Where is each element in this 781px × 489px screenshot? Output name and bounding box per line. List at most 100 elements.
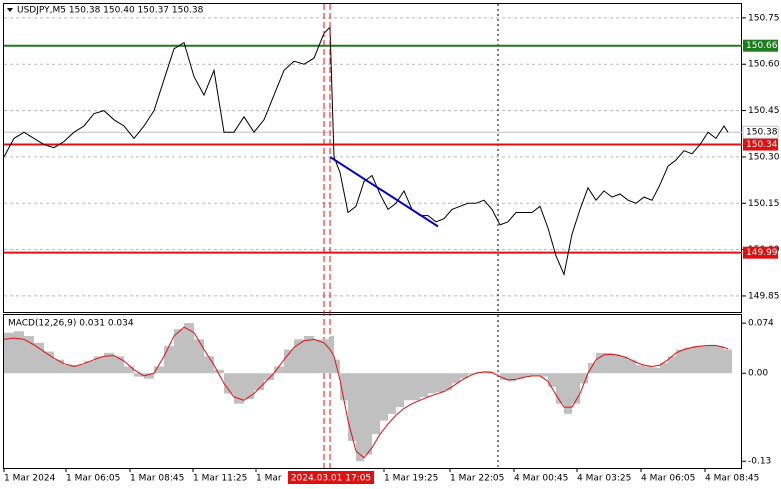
histogram-bar bbox=[224, 373, 234, 394]
x-tick-label: 1 Mar 11:25 bbox=[193, 474, 247, 484]
histogram-bar bbox=[604, 352, 612, 374]
histogram-bar bbox=[532, 373, 540, 376]
histogram-bar bbox=[294, 339, 304, 374]
histogram-bar bbox=[204, 356, 214, 374]
histogram-bar bbox=[356, 373, 364, 462]
histogram-bar bbox=[460, 373, 468, 379]
histogram-bar bbox=[636, 365, 644, 374]
level-tag bbox=[743, 246, 778, 259]
histogram-bar bbox=[516, 373, 524, 379]
x-tick-label: 1 Mar 19:25 bbox=[384, 474, 438, 484]
histogram-bar bbox=[708, 344, 716, 374]
histogram-bar bbox=[104, 352, 114, 374]
x-tick-label: 4 Mar 00:45 bbox=[514, 474, 568, 484]
histogram-bar bbox=[372, 373, 380, 435]
histogram-bar bbox=[144, 373, 154, 379]
histogram-bar bbox=[404, 373, 412, 401]
crosshair-tag bbox=[288, 471, 374, 484]
level-label: 149.99 bbox=[746, 248, 778, 258]
histogram-bar bbox=[14, 331, 24, 374]
histogram-bar bbox=[728, 349, 732, 374]
signal-line bbox=[3, 326, 729, 459]
y-tick-label: 150.15 bbox=[748, 199, 780, 209]
histogram-bar bbox=[194, 339, 204, 374]
histogram-bar bbox=[724, 349, 728, 374]
histogram-bar bbox=[214, 369, 224, 374]
histogram-bar bbox=[692, 346, 700, 374]
price-frame bbox=[3, 3, 742, 313]
y-tick-label: 150.60 bbox=[748, 60, 780, 70]
histogram-bar bbox=[396, 373, 404, 408]
histogram-bar bbox=[244, 373, 254, 399]
histogram-bar bbox=[388, 373, 396, 414]
histogram-bar bbox=[44, 351, 54, 374]
histogram-bar bbox=[84, 361, 94, 374]
macd-title: MACD(12,26,9) 0.031 0.034 bbox=[8, 319, 134, 329]
histogram-bar bbox=[588, 363, 596, 374]
level-label: 150.34 bbox=[746, 140, 778, 150]
histogram-bar bbox=[644, 366, 652, 374]
y-tick-label: 150.75 bbox=[748, 13, 780, 23]
histogram-bar bbox=[444, 373, 452, 391]
y-tick-label: 149.85 bbox=[748, 291, 780, 301]
histogram-bar bbox=[264, 373, 274, 380]
level-tag bbox=[743, 138, 778, 151]
histogram-bar bbox=[184, 323, 194, 374]
x-tick-label: 4 Mar 08:45 bbox=[705, 474, 759, 484]
chart-title: USDJPY,M5 150.38 150.40 150.37 150.38 bbox=[17, 6, 204, 16]
level-label: 150.66 bbox=[746, 41, 778, 51]
histogram-bar bbox=[540, 373, 548, 377]
histogram-bar bbox=[660, 363, 668, 374]
menu-arrow bbox=[7, 8, 13, 12]
histogram-bar bbox=[314, 339, 324, 374]
histogram-bar bbox=[524, 373, 532, 377]
histogram-bar bbox=[452, 373, 460, 384]
histogram-bar bbox=[154, 366, 164, 374]
histogram-bar bbox=[684, 347, 692, 374]
histogram-bar bbox=[596, 352, 604, 374]
histogram-bar bbox=[94, 356, 104, 374]
histogram-bar bbox=[564, 373, 572, 414]
histogram-bar bbox=[124, 366, 134, 374]
histogram-bar bbox=[348, 373, 356, 441]
histogram-bar bbox=[468, 373, 476, 375]
histogram-bar bbox=[74, 365, 84, 374]
histogram-bar bbox=[612, 354, 620, 374]
histogram-bar bbox=[620, 356, 628, 374]
histogram-bar bbox=[380, 373, 388, 421]
y-tick-label: 150.30 bbox=[748, 152, 780, 162]
x-tick-label: 1 Mar 08:45 bbox=[130, 474, 184, 484]
histogram-bar bbox=[324, 339, 330, 374]
y-tick-label: 0.00 bbox=[748, 369, 768, 379]
histogram-bar bbox=[412, 373, 420, 401]
histogram-bar bbox=[676, 349, 684, 374]
histogram-bar bbox=[234, 373, 244, 404]
x-tick-label: 1 Mar 22:05 bbox=[450, 474, 504, 484]
histogram-bar bbox=[436, 373, 444, 393]
histogram-bar bbox=[4, 332, 14, 374]
last-price-label: 150.38 bbox=[746, 128, 778, 138]
x-tick-label: 1 Mar bbox=[256, 474, 282, 484]
y-tick-label: 150.45 bbox=[748, 106, 780, 116]
crosshair-label: 2024.03.01 17:05 bbox=[291, 474, 371, 484]
histogram-bar bbox=[580, 373, 588, 384]
histogram-bar bbox=[24, 335, 34, 374]
histogram-bar bbox=[330, 335, 334, 374]
y-tick-label: 0.074 bbox=[748, 319, 774, 329]
x-tick-label: 1 Mar 2024 bbox=[4, 474, 56, 484]
histogram-bar bbox=[64, 365, 74, 374]
histogram-bar bbox=[700, 346, 708, 374]
histogram-bar bbox=[174, 329, 184, 374]
price-line bbox=[3, 26, 729, 276]
last-price-tag bbox=[742, 125, 779, 139]
macd-frame bbox=[3, 314, 742, 469]
histogram-bar bbox=[164, 346, 174, 374]
histogram-bar bbox=[34, 342, 44, 374]
histogram-bar bbox=[716, 346, 724, 374]
histogram-bar bbox=[500, 373, 508, 380]
histogram-bar bbox=[340, 373, 348, 401]
histogram-bar bbox=[114, 356, 124, 374]
histogram-bar bbox=[364, 373, 372, 455]
